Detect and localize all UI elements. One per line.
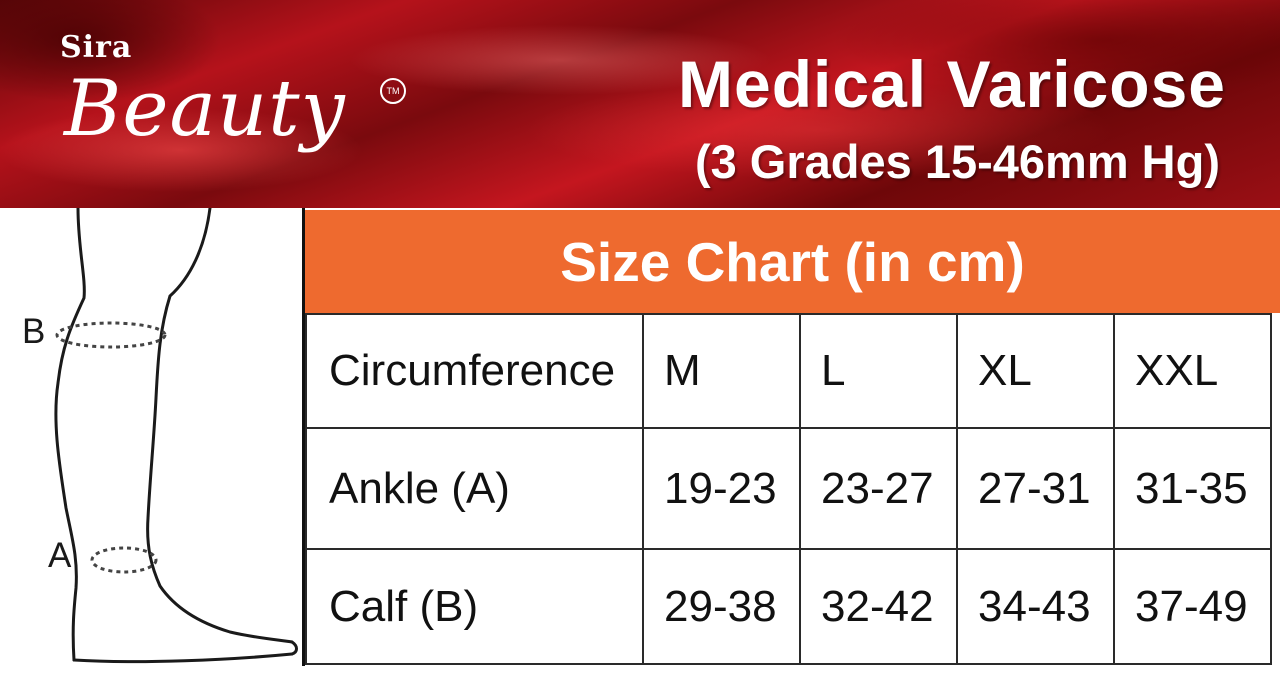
table-row: Ankle (A) 19-23 23-27 27-31 31-35 xyxy=(305,427,1272,550)
table-header-cell: M xyxy=(642,313,801,429)
calf-band xyxy=(55,321,167,349)
product-title: Medical Varicose xyxy=(678,47,1226,121)
table-header-cell: XXL xyxy=(1113,313,1272,429)
ankle-band xyxy=(90,546,158,574)
calf-marker-label: B xyxy=(22,312,46,351)
table-header-cell: Circumference xyxy=(305,313,644,429)
table-header-cell: XL xyxy=(956,313,1115,429)
table-cell: 27-31 xyxy=(956,427,1115,550)
chart-divider xyxy=(302,208,305,666)
table-row: Calf (B) 29-38 32-42 34-43 37-49 xyxy=(305,548,1272,665)
size-table: Circumference M L XL XXL Ankle (A) 19-23… xyxy=(305,313,1272,665)
ankle-marker-label: A xyxy=(48,536,72,575)
product-subtitle: (3 Grades 15-46mm Hg) xyxy=(694,135,1220,188)
table-cell: 23-27 xyxy=(799,427,958,550)
size-chart-heading: Size Chart (in cm) xyxy=(305,210,1280,313)
table-cell: 29-38 xyxy=(642,548,801,665)
header-banner: Sira Beauty TM Medical Varicose (3 Grade… xyxy=(0,0,1280,208)
brand-prefix-text: Sira xyxy=(60,30,133,65)
table-cell: 34-43 xyxy=(956,548,1115,665)
leg-outline-icon xyxy=(54,208,298,664)
brand-logo-prefix: Sira xyxy=(60,30,132,65)
brand-logo-name: Beauty xyxy=(64,64,346,154)
table-cell: 31-35 xyxy=(1113,427,1272,550)
table-header-row: Circumference M L XL XXL xyxy=(305,313,1272,429)
table-row-label: Ankle (A) xyxy=(305,427,644,550)
trademark-badge: TM xyxy=(380,78,406,104)
leg-measurement-diagram: B A xyxy=(0,208,304,692)
table-header-cell: L xyxy=(799,313,958,429)
table-cell: 19-23 xyxy=(642,427,801,550)
table-row-label: Calf (B) xyxy=(305,548,644,665)
table-cell: 32-42 xyxy=(799,548,958,665)
table-cell: 37-49 xyxy=(1113,548,1272,665)
